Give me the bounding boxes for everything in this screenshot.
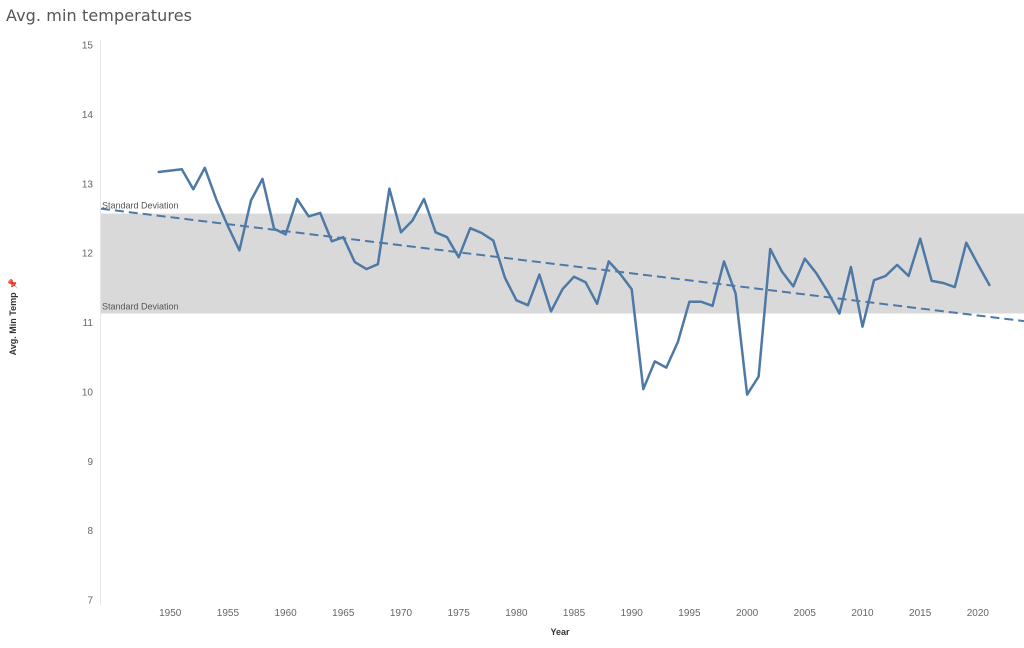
x-tick-label: 1980: [505, 608, 528, 619]
x-tick-label: 2000: [736, 608, 759, 619]
pin-icon[interactable]: 📌: [8, 278, 18, 290]
x-axis-title: Year: [550, 627, 570, 637]
x-tick-label: 1970: [390, 608, 413, 619]
x-tick-label: 2020: [967, 608, 990, 619]
x-tick-label: 1985: [563, 608, 586, 619]
band-label-lower: Standard Deviation: [102, 301, 179, 311]
reference-band-layer: [101, 213, 1024, 314]
x-tick-label: 1965: [332, 608, 355, 619]
chart-title: Avg. min temperatures: [6, 6, 193, 25]
y-tick-label: 8: [87, 526, 93, 537]
axis-layer: 7 8 9 10 11 12 13 14 15 1950 1955 1960 1965 1970 1975 1…: [82, 40, 990, 619]
series-layer: [157, 166, 991, 396]
trend-line: [100, 207, 1024, 323]
y-axis-label: Avg. Min Temp: [8, 292, 18, 356]
x-tick-label: 1960: [274, 608, 297, 619]
y-tick-label: 9: [87, 457, 93, 468]
y-axis-title-wrap: Avg. Min Temp 📌: [4, 279, 24, 356]
series-line: [157, 166, 991, 396]
x-tick-label: 1995: [678, 608, 701, 619]
y-tick-label: 15: [82, 41, 94, 52]
std-dev-band: [101, 213, 1024, 314]
x-tick-label: 2015: [909, 608, 932, 619]
x-tick-label: 2005: [794, 608, 817, 619]
y-tick-label: 12: [82, 249, 94, 260]
x-tick-label: 1975: [448, 608, 471, 619]
y-tick-label: 7: [87, 596, 93, 607]
x-tick-label: 1950: [159, 608, 182, 619]
y-tick-label: 11: [83, 318, 94, 329]
trend-line-layer: [100, 207, 1024, 323]
x-tick-label: 1955: [217, 608, 240, 619]
y-tick-label: 14: [82, 110, 94, 121]
y-tick-label: 10: [82, 387, 94, 398]
x-tick-label: 1990: [621, 608, 644, 619]
x-tick-label: 2010: [851, 608, 874, 619]
label-layer: Standard Deviation Standard Deviation: [102, 201, 179, 312]
band-label-upper: Standard Deviation: [102, 201, 179, 211]
y-tick-label: 13: [82, 179, 94, 190]
y-axis-title: Avg. Min Temp 📌: [8, 272, 19, 362]
